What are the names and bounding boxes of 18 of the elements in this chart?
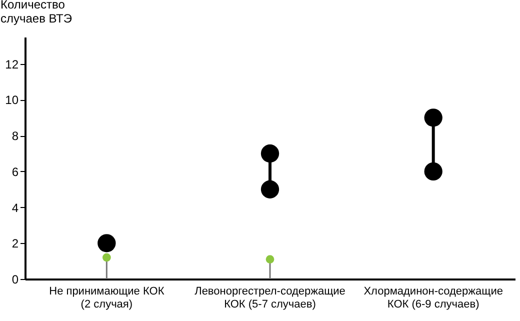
point (260, 144, 280, 163)
y-tick-label: 0 (12, 272, 19, 286)
y-tick-label: 8 (12, 129, 19, 144)
point (424, 162, 442, 181)
x-tick-label: Хлормадинон-содержащие КОК (6-9 случаев) (364, 286, 503, 310)
y-tick-label: 4 (12, 200, 19, 215)
point (98, 234, 116, 252)
point (102, 253, 111, 262)
y-tick-label: 10 (5, 93, 19, 108)
y-tick-label: 12 (5, 57, 19, 72)
point (260, 180, 280, 198)
y-tick-label: 6 (12, 164, 19, 179)
point (266, 255, 274, 264)
x-tick-label: Не принимающие КОК (2 случая) (49, 286, 165, 310)
y-tick-label: 2 (12, 236, 19, 251)
point (424, 108, 442, 127)
y-axis-title: Количество случаев ВТЭ (0, 0, 72, 26)
x-tick-label: Левоноргестрел-содержащие КОК (5-7 случаев) (194, 286, 346, 310)
